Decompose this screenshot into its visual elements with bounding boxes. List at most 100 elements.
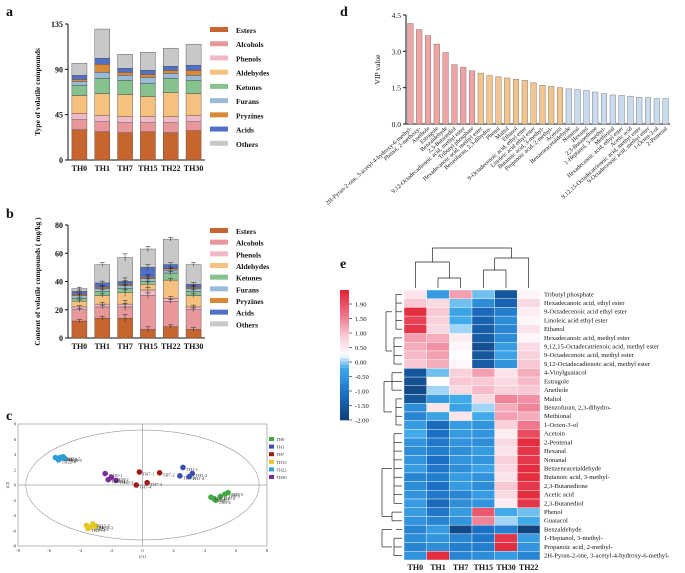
y-tick-label: -6 [12,528,16,533]
x-tick-label: -8 [16,548,20,553]
bar-segment [185,93,202,116]
y-tick-label: 40 [55,278,63,287]
y-tick-label: 4.5 [392,11,402,20]
heatmap-cell [403,463,427,474]
heatmap-cell [426,472,450,482]
bar-segment [94,121,110,132]
y-tick-label: 135 [51,20,63,29]
y-tick-label: 8 [14,422,17,427]
color-scale-step [340,416,349,421]
heatmap-cell [426,463,450,474]
color-scale-step [340,335,349,340]
legend-swatch [210,126,228,132]
heatmap-cell [494,289,518,299]
legend-label: Esters [236,227,256,236]
color-scale-step [340,381,349,385]
heatmap-cell [403,385,427,395]
scatter-point [212,497,219,504]
legend-label: Esters [236,26,256,35]
heatmap-cell [517,411,541,421]
bar-segment [185,80,202,94]
x-tick-label: TH22 [161,342,181,351]
bar-segment [117,72,133,76]
x-tick-label: TH30 [184,164,204,173]
legend-label: Furans [236,285,259,294]
vip-bar [521,80,528,125]
vip-bar [460,66,467,125]
point-label: TH22-2 [63,457,77,462]
color-scale-label: 0.50 [355,345,367,352]
heatmap-cell [426,307,450,317]
row-label: Acetoin [544,431,566,438]
x-axis-label: t[1] [139,554,146,559]
heatmap-cell [471,385,495,395]
heatmap-cell [517,524,541,535]
color-scale-step [340,400,349,405]
row-label: Acetic acid [544,492,575,499]
color-scale-step [340,368,349,372]
x-tick-label: 0 [141,548,144,553]
heatmap-cell [403,359,427,369]
heatmap-cell [471,376,495,387]
bar-segment [140,52,156,71]
color-scale-step [340,332,349,336]
point-label: TH7-3 [150,482,163,487]
heatmap-cell [403,524,427,535]
heatmap-cell [494,342,518,352]
row-label: Propanoic acid, 2-methyl- [544,544,613,551]
heatmap-cell [471,420,495,430]
x-tick-label: -4 [78,548,82,553]
heatmap-cell [517,472,541,482]
bar-segment [71,119,88,130]
heatmap-cell [449,350,473,360]
bar-segment [94,78,110,94]
point-label: TH15-2 [94,526,108,531]
vip-bar [662,98,669,125]
point-label: TH7-2 [163,472,175,477]
color-scale-step [340,377,349,382]
panel-label-c: c [6,409,12,424]
column-label: TH0 [408,563,424,572]
heatmap-cell [471,298,495,308]
bar-segment [163,279,179,299]
point-label: TH22-5 [66,456,81,461]
heatmap-cell [449,551,473,561]
legend-label: Phenols [236,54,261,63]
heatmap-cell [471,446,495,456]
x-tick-label: TH1 [94,342,110,351]
x-tick-label: TH0 [72,342,88,351]
scatter-point [105,476,112,483]
heatmap-cell [517,551,541,561]
row-label: Linoleic acid ethyl ester [544,317,608,324]
heatmap-cell [449,289,473,299]
vip-bar [442,52,449,125]
heatmap-cell [471,350,495,360]
heatmap-cell [426,333,450,343]
heatmap-cell [426,315,450,326]
column-label: TH22 [519,563,539,572]
heatmap-cell [494,385,518,395]
legend-swatch [269,459,274,464]
row-label: Hexadecanoic acid, ethyl ester [544,300,625,307]
vip-bar [433,43,440,125]
bar-segment [71,85,88,96]
row-label: 9,12,15-Octadecatrienoic acid, methyl es… [544,344,660,351]
bar-segment [163,238,179,265]
heatmap-cell [449,533,473,543]
color-scale-step [340,371,349,375]
color-scale-step [340,390,349,395]
heatmap-cell [517,498,541,508]
vip-bar [495,76,502,125]
y-tick-label: 2 [14,467,16,472]
bar-segment [94,318,110,339]
column-label: TH30 [496,563,516,572]
bar-segment [140,77,156,84]
color-scale-step [340,394,349,398]
x-tick-label: TH1 [94,164,110,173]
row-label: Methional [544,413,571,420]
heatmap-cell [403,307,427,317]
bar-segment [163,132,179,161]
legend-swatch [210,251,228,257]
heatmap-cell [449,481,473,491]
bar-segment [71,75,88,80]
